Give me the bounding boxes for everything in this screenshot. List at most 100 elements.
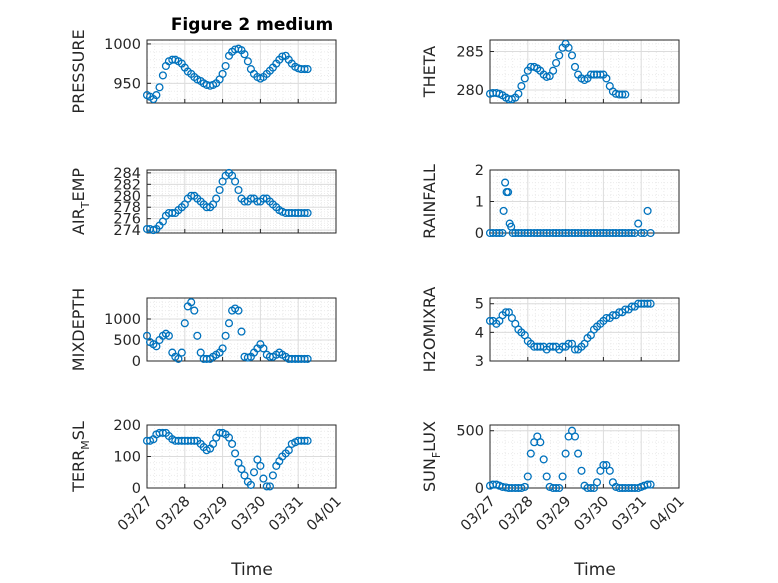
y-tick-label: 500 (456, 424, 484, 440)
data-point (507, 313, 516, 323)
y-axis-label: THETA (420, 46, 439, 98)
data-point (240, 197, 249, 206)
data-point (564, 339, 573, 348)
data-point (574, 449, 583, 458)
data-point (539, 228, 548, 238)
data-point (303, 208, 312, 218)
data-point (187, 436, 196, 445)
data-point (517, 82, 526, 91)
data-point (618, 90, 627, 99)
x-tick-label: 03/31 (266, 494, 307, 535)
y-tick-label: 1000 (104, 312, 141, 328)
data-point (605, 466, 614, 475)
data-point (508, 228, 517, 238)
data-point (520, 482, 529, 491)
y-tick-label: 200 (113, 418, 141, 434)
data-point (536, 438, 545, 447)
data-point (552, 483, 561, 493)
data-point (542, 472, 551, 481)
data-point (218, 344, 227, 353)
data-point (155, 83, 164, 92)
data-point (627, 228, 636, 238)
y-tick-label: 1 (475, 195, 484, 211)
data-point (259, 344, 268, 353)
data-point (634, 219, 643, 228)
data-point (237, 465, 246, 474)
axes-1: 950 1000 PRESSURE (69, 29, 337, 114)
data-point (599, 461, 608, 470)
y-tick-label: 4 (475, 325, 484, 341)
data-point (602, 74, 611, 83)
x-tick-label: 03/29 (191, 494, 232, 535)
data-point (291, 208, 300, 218)
data-point (237, 327, 246, 336)
data-point (643, 299, 652, 308)
data-point (303, 65, 312, 74)
data-point (300, 208, 309, 218)
data-point (234, 458, 243, 467)
x-axis-label-left: Time (230, 560, 273, 580)
data-point (514, 89, 523, 98)
data-point (586, 70, 595, 79)
data-point (262, 482, 271, 491)
data-point (558, 472, 567, 481)
x-tick-label: 04/01 (304, 494, 345, 535)
data-point (278, 52, 287, 61)
data-point (592, 478, 602, 487)
axes-5: 0 500 1000 MIXDEPTH (69, 288, 337, 371)
data-point (492, 228, 501, 238)
y-tick-label: 0 (132, 354, 141, 370)
data-point (240, 50, 249, 59)
y-tick-label: 276 (113, 212, 141, 228)
data-point (596, 228, 605, 238)
data-point (605, 228, 614, 238)
data-point (555, 483, 564, 493)
data-point (190, 436, 199, 445)
x-tick-label: 04/01 (647, 494, 688, 535)
y-axis-label: RAINFALL (420, 164, 439, 239)
data-point (281, 208, 290, 218)
data-point (253, 455, 262, 464)
data-point (231, 177, 240, 186)
data-point (504, 188, 513, 197)
data-point (615, 90, 624, 99)
y-axis-label: TERRMSL (69, 421, 92, 493)
data-point (215, 185, 224, 195)
data-point (193, 331, 202, 340)
data-point (224, 433, 234, 442)
axes-border (146, 169, 337, 234)
data-point (221, 61, 230, 71)
data-point (300, 65, 309, 74)
data-point (152, 91, 161, 100)
data-point (577, 228, 586, 238)
data-point (570, 345, 580, 354)
data-point (158, 71, 167, 80)
data-point (643, 480, 652, 489)
data-point (284, 446, 293, 455)
data-point (646, 228, 655, 238)
data-point (249, 468, 259, 477)
data-point (246, 480, 255, 489)
data-point (177, 348, 186, 357)
data-point (300, 354, 309, 363)
x-tick-label: 03/28 (496, 494, 537, 535)
data-point (530, 228, 539, 238)
y-tick-label: 282 (113, 177, 141, 193)
data-point (570, 432, 580, 441)
data-point (202, 203, 211, 212)
axes-6: 3 4 5 H2OMIXRA (420, 287, 680, 372)
data-point (256, 461, 265, 470)
data-point (552, 58, 561, 68)
axes-border (146, 39, 337, 104)
data-point (164, 331, 173, 340)
x-tick-label: 03/31 (609, 494, 650, 535)
data-point (602, 461, 611, 470)
x-tick-label: 03/29 (534, 494, 575, 535)
x-tick-label: 03/27 (458, 494, 499, 535)
data-point (520, 74, 529, 83)
data-point (234, 306, 243, 315)
data-point (586, 228, 595, 238)
x-tick-label: 03/28 (153, 494, 194, 535)
